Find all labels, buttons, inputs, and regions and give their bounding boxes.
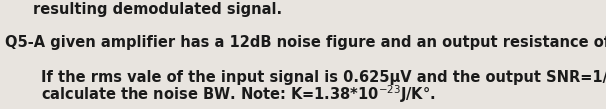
Text: Q5-A given amplifier has a 12dB noise figure and an output resistance of 100Ω.: Q5-A given amplifier has a 12dB noise fi… [5, 35, 606, 50]
Text: calculate the noise BW. Note: K=1.38*10$^{-23}$J/K°.: calculate the noise BW. Note: K=1.38*10$… [41, 83, 436, 105]
Text: resulting demodulated signal.: resulting demodulated signal. [33, 2, 282, 17]
Text: If the rms vale of the input signal is 0.625μV and the output SNR=1/3: If the rms vale of the input signal is 0… [41, 70, 606, 85]
